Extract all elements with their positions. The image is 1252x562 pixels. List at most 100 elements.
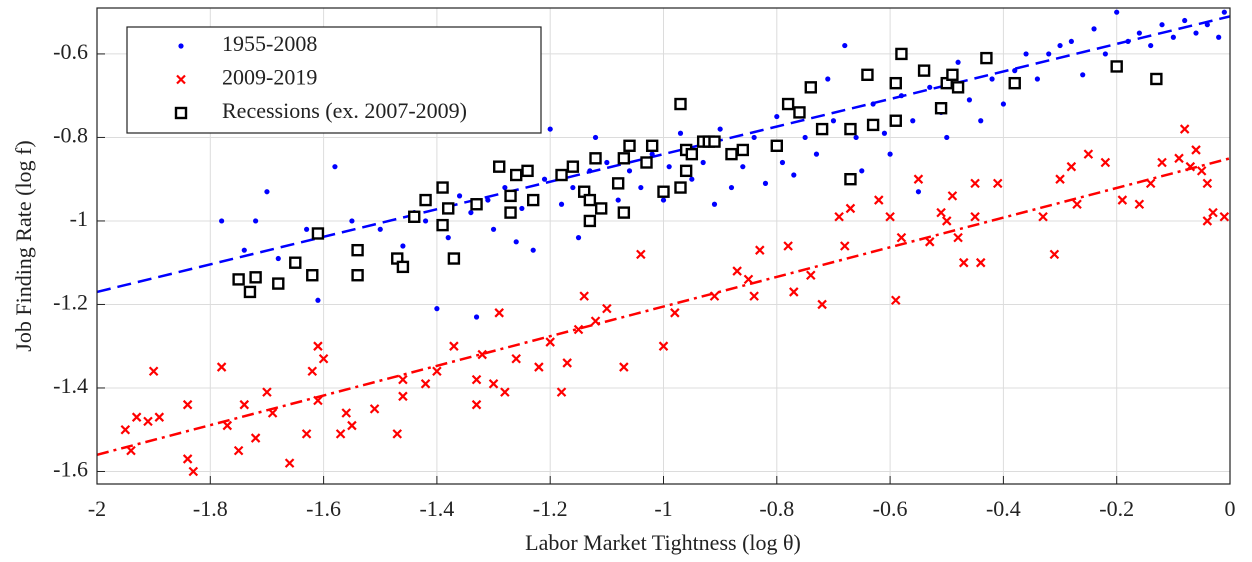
point — [232, 273, 245, 286]
point — [445, 235, 451, 241]
point — [685, 147, 699, 161]
point — [980, 51, 993, 65]
point — [262, 387, 272, 397]
point — [679, 164, 693, 178]
point — [347, 420, 357, 431]
point — [889, 114, 902, 127]
point — [813, 151, 820, 157]
x-axis-label: Labor Market Tightness (log θ) — [525, 530, 801, 555]
x-tick-label: -1 — [654, 496, 672, 521]
point — [313, 395, 323, 406]
point — [502, 184, 508, 191]
legend: 1955-2008 2009-2019 Recessions (ex. 2007-2… — [126, 26, 542, 134]
point — [301, 429, 312, 439]
point — [626, 168, 633, 174]
point — [494, 308, 504, 318]
point — [556, 387, 567, 397]
point — [1174, 153, 1184, 164]
point — [392, 429, 403, 439]
point — [253, 218, 259, 224]
point — [1114, 9, 1120, 15]
point — [1179, 124, 1190, 134]
point — [398, 391, 408, 402]
y-tick-label: -0.8 — [53, 122, 88, 147]
point — [1204, 22, 1210, 28]
point — [1080, 72, 1086, 78]
point — [915, 189, 922, 195]
legend-label: 2009-2019 — [222, 65, 317, 90]
point — [1208, 207, 1218, 218]
point — [1170, 34, 1176, 40]
point — [844, 172, 857, 186]
x-tick-label: -1.2 — [533, 496, 568, 521]
point — [725, 147, 738, 161]
point — [490, 226, 497, 232]
legend-symbol — [174, 106, 188, 120]
point — [562, 358, 572, 368]
point — [558, 201, 565, 207]
point — [570, 184, 576, 191]
point — [241, 247, 247, 253]
point — [970, 178, 980, 189]
point — [1049, 249, 1060, 260]
point — [534, 362, 544, 372]
point — [859, 168, 865, 174]
legend-box — [126, 26, 542, 134]
x-tick-label: -1.4 — [419, 496, 454, 521]
point — [840, 241, 850, 251]
point — [834, 211, 844, 222]
point — [751, 134, 757, 141]
x-tick-label: -1.6 — [306, 496, 341, 521]
point — [143, 416, 153, 427]
fit-line — [96, 157, 1231, 456]
point — [623, 139, 636, 152]
point — [802, 134, 808, 141]
point — [740, 164, 746, 170]
point — [934, 102, 948, 115]
point — [1145, 178, 1156, 189]
x-tick-label: -0.2 — [1099, 496, 1134, 521]
point — [992, 178, 1003, 189]
point — [148, 366, 159, 377]
point — [953, 232, 963, 243]
point — [645, 139, 659, 152]
point — [592, 134, 599, 141]
point — [590, 316, 601, 326]
point — [1055, 174, 1065, 184]
point — [456, 193, 463, 199]
point — [545, 337, 555, 347]
point — [442, 202, 455, 215]
point — [755, 245, 765, 255]
point — [304, 226, 310, 232]
point — [1136, 30, 1142, 36]
x-tick-label: -0.6 — [873, 496, 908, 521]
point — [573, 324, 584, 335]
point — [898, 93, 905, 99]
point — [1150, 72, 1163, 86]
point — [815, 122, 829, 136]
point — [488, 379, 499, 389]
point — [422, 218, 429, 224]
point — [566, 160, 580, 173]
point — [1216, 34, 1222, 40]
point — [432, 366, 442, 377]
point — [1012, 68, 1018, 74]
point — [341, 408, 352, 418]
point — [783, 241, 793, 251]
point — [657, 185, 670, 198]
point — [521, 164, 534, 178]
point — [845, 203, 856, 214]
point — [555, 168, 568, 182]
point — [936, 207, 946, 218]
point — [272, 277, 285, 290]
point — [749, 291, 759, 301]
point — [182, 399, 193, 410]
point — [917, 64, 931, 77]
point — [1191, 145, 1201, 155]
point — [602, 303, 612, 314]
point — [400, 243, 406, 249]
point — [284, 458, 295, 468]
point — [473, 314, 480, 320]
point — [896, 232, 907, 243]
point — [770, 139, 783, 152]
